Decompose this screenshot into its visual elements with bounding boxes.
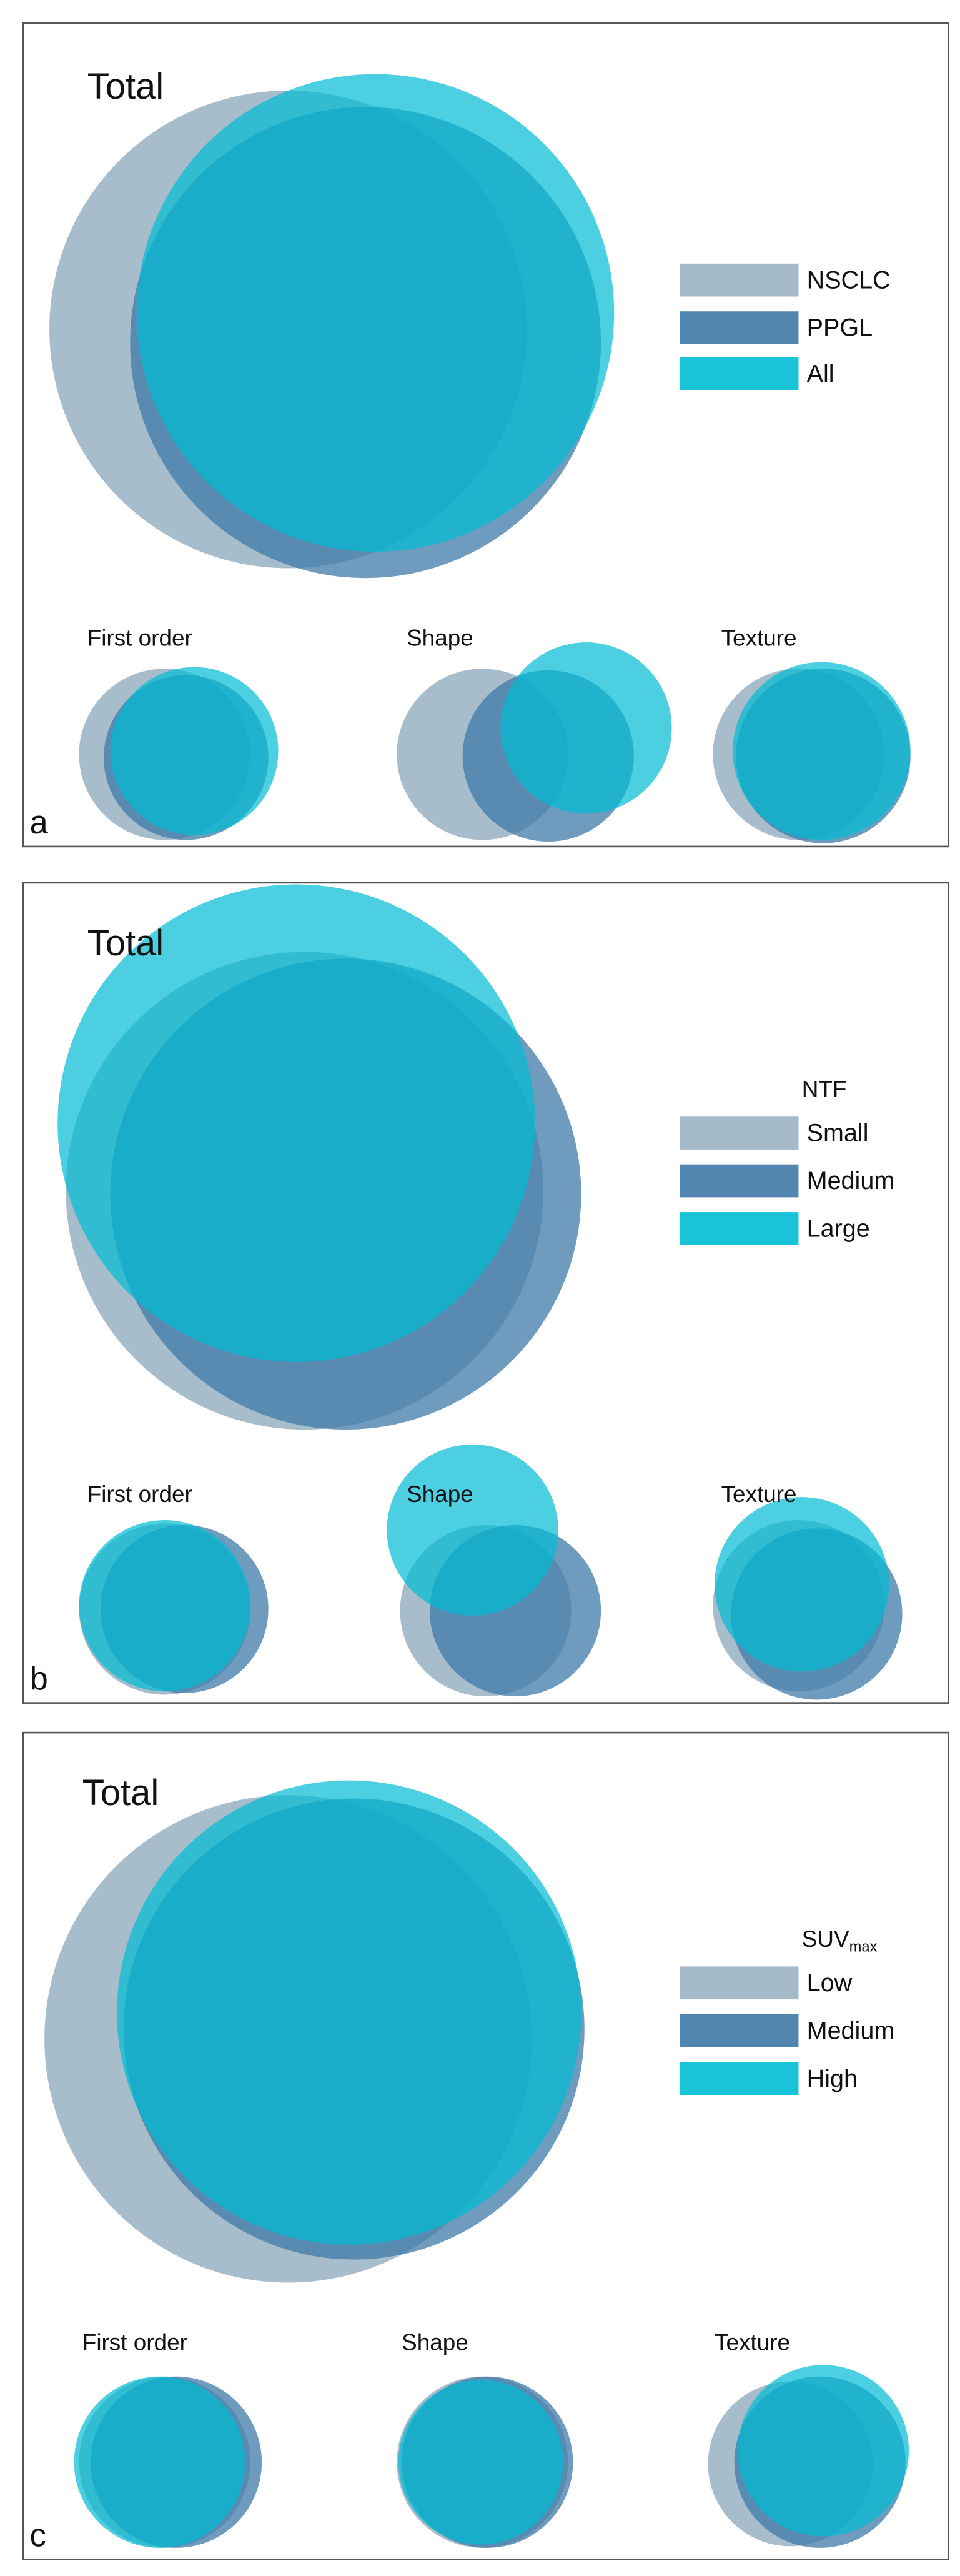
set-circle	[74, 2376, 245, 2548]
legend-label: Large	[807, 1215, 870, 1243]
set-circle	[110, 667, 279, 835]
panel-letter: a	[29, 804, 48, 841]
venn-diagram: Total	[44, 1773, 585, 2283]
panel: Total First order Shape Texture NTF Small Medi…	[22, 882, 949, 1704]
venn-diagram: Total	[57, 884, 581, 1430]
legend-swatch	[680, 1966, 799, 2000]
set-circle	[79, 1520, 250, 1692]
venn-title: Shape	[407, 625, 473, 650]
legend: NSCLC PPGL All	[680, 263, 891, 390]
panel-border	[22, 22, 949, 848]
set-circle	[57, 884, 535, 1362]
legend-label: High	[807, 2065, 858, 2092]
set-circle	[715, 1497, 889, 1672]
set-circle	[117, 1780, 581, 2245]
legend-label: PPGL	[807, 314, 873, 342]
legend-swatch	[680, 1212, 799, 1245]
venn-diagram: First order	[79, 1481, 269, 1695]
legend-swatch	[680, 1164, 799, 1198]
legend-title-main: SUV	[802, 1926, 849, 1952]
venn-diagram: Texture	[713, 1481, 903, 1700]
legend-title: NTF	[802, 1077, 847, 1102]
panel: Total First order Shape Texture NSCLC PPGL All…	[22, 22, 949, 848]
set-circle	[398, 2380, 563, 2545]
legend-swatch	[680, 311, 799, 344]
venn-title: Shape	[407, 1481, 473, 1507]
legend: NTF Small Medium Large	[680, 1077, 895, 1245]
set-circle	[737, 2365, 909, 2537]
legend-label: Small	[807, 1120, 869, 1147]
venn-diagram: First order	[79, 625, 279, 840]
venn-title: Total	[82, 1773, 159, 1813]
venn-diagram: Shape	[397, 625, 672, 842]
venn-diagram: Shape	[387, 1444, 601, 1697]
venn-diagram: Texture	[713, 625, 911, 843]
venn-diagram: Total	[49, 67, 615, 579]
panel-letter: c	[29, 2517, 46, 2554]
venn-title: Texture	[721, 625, 797, 650]
venn-title: Total	[87, 923, 164, 963]
legend-label: Low	[807, 1969, 853, 1997]
venn-title: Texture	[721, 1481, 797, 1507]
panel-letter: b	[29, 1661, 47, 1698]
legend-label: NSCLC	[807, 266, 891, 294]
venn-diagram: Shape	[397, 2330, 573, 2548]
panel: Total First order Shape Texture SUVmax Low Med…	[22, 1731, 949, 2560]
venn-title: Texture	[715, 2330, 790, 2355]
panel-border	[22, 882, 949, 1704]
legend-label: Medium	[807, 1167, 895, 1195]
legend-swatch	[680, 2014, 799, 2047]
set-circle	[500, 642, 672, 814]
venn-title: First order	[87, 625, 192, 650]
legend-swatch	[680, 357, 799, 390]
legend-title: SUVmax	[802, 1926, 878, 1956]
legend-swatch	[680, 263, 799, 297]
venn-title: First order	[82, 2330, 187, 2355]
set-circle	[387, 1444, 558, 1616]
venn-diagram: First order	[74, 2330, 262, 2548]
legend-title-subscript: max	[849, 1939, 878, 1956]
venn-title: Shape	[402, 2330, 468, 2355]
venn-diagram: Texture	[708, 2330, 909, 2548]
panel-border	[22, 1731, 949, 2560]
legend-label: All	[807, 361, 834, 388]
venn-title: Total	[87, 67, 164, 107]
venn-title: First order	[87, 1481, 192, 1507]
set-circle	[136, 74, 615, 552]
set-circle	[733, 662, 911, 840]
legend-label: Medium	[807, 2017, 895, 2044]
legend-swatch	[680, 2062, 799, 2096]
legend: SUVmax Low Medium High	[680, 1926, 895, 2096]
legend-swatch	[680, 1116, 799, 1150]
